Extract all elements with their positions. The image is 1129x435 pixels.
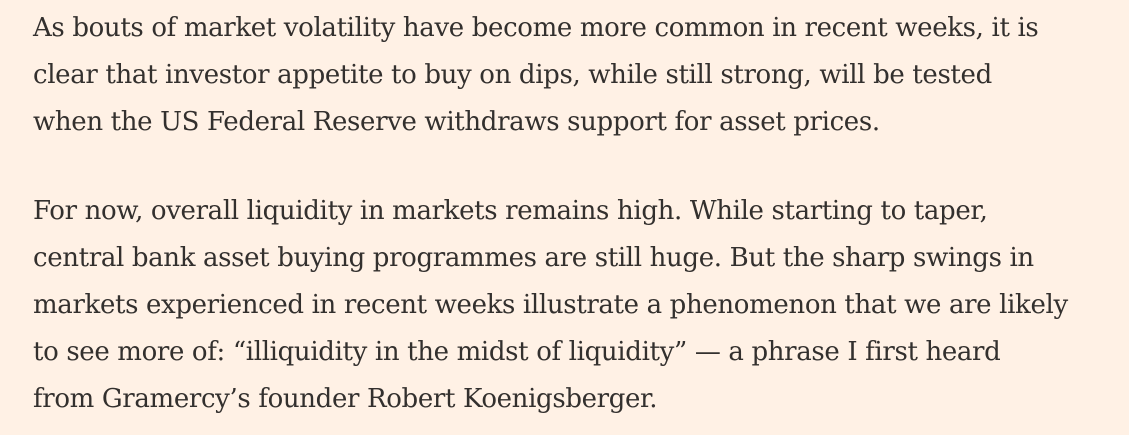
paragraph-liquidity: For now, overall liquidity in markets re… [33,188,1123,423]
text-line: central bank asset buying programmes are… [33,243,1034,273]
text-line: from Gramercy’s founder Robert Koenigsbe… [33,384,658,414]
text-line: markets experienced in recent weeks illu… [33,290,1068,320]
paragraph-volatility: As bouts of market volatility have becom… [33,5,1123,146]
text-line: As bouts of market volatility have becom… [33,13,1039,43]
text-line: to see more of: “illiquidity in the mids… [33,337,1001,367]
text-line: when the US Federal Reserve withdraws su… [33,107,880,137]
text-line: For now, overall liquidity in markets re… [33,196,988,226]
text-line: clear that investor appetite to buy on d… [33,60,992,90]
